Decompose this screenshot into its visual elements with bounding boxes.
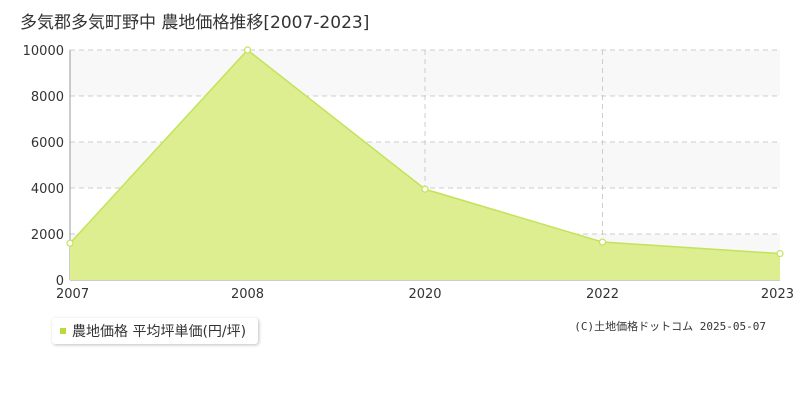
x-tick-labels: 2007 2008 2020 2022 2023 <box>56 287 794 302</box>
y-tick-label: 8000 <box>31 90 64 105</box>
y-tick-label: 6000 <box>31 136 64 151</box>
legend-label: 農地価格 平均坪単価(円/坪) <box>72 324 247 340</box>
y-tick-labels: 0 2000 4000 6000 8000 10000 <box>23 44 64 289</box>
legend: 農地価格 平均坪単価(円/坪) <box>52 318 259 344</box>
copyright-text: (C)土地価格ドットコム 2025-05-07 <box>574 320 766 333</box>
y-tick-label: 0 <box>56 274 64 289</box>
legend-swatch <box>60 328 66 334</box>
data-point <box>66 239 74 247</box>
data-point <box>421 185 429 193</box>
x-tick-label: 2023 <box>761 287 794 302</box>
y-tick-label: 2000 <box>31 228 64 243</box>
x-tick-label: 2020 <box>408 287 441 302</box>
chart-title: 多気郡多気町野中 農地価格推移[2007-2023] <box>20 13 370 33</box>
y-tick-label: 4000 <box>31 182 64 197</box>
x-tick-label: 2007 <box>56 287 89 302</box>
data-points <box>66 46 784 258</box>
y-tick-label: 10000 <box>23 44 64 59</box>
x-tick-label: 2008 <box>231 287 264 302</box>
data-point <box>243 46 252 54</box>
series-area <box>70 50 780 280</box>
data-point <box>776 249 784 258</box>
data-point <box>598 238 607 246</box>
x-tick-label: 2022 <box>586 287 619 302</box>
